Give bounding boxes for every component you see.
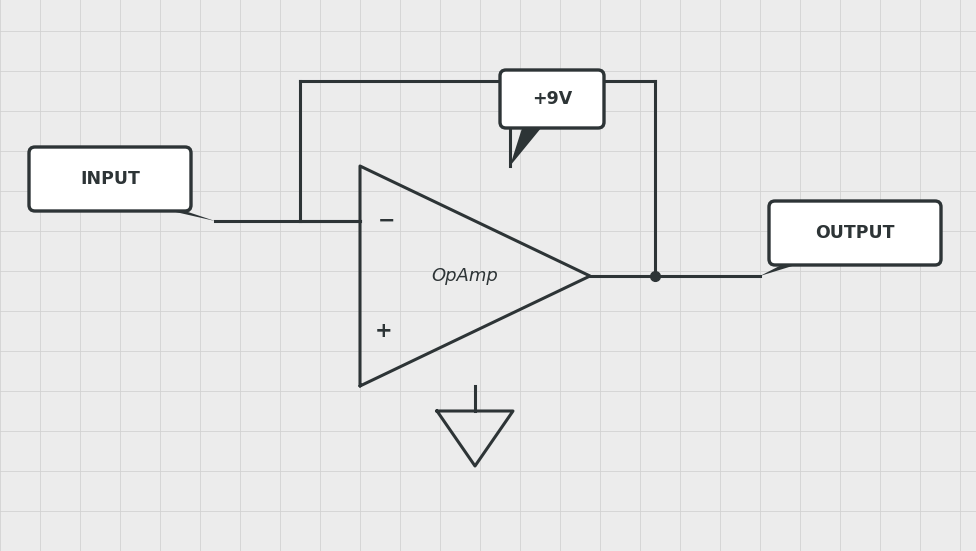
Text: INPUT: INPUT <box>80 170 140 188</box>
FancyBboxPatch shape <box>500 70 604 128</box>
Text: OUTPUT: OUTPUT <box>815 224 895 242</box>
Text: +9V: +9V <box>532 90 572 108</box>
Text: OpAmp: OpAmp <box>431 267 499 285</box>
Polygon shape <box>760 259 815 276</box>
Text: −: − <box>378 211 395 231</box>
FancyBboxPatch shape <box>769 201 941 265</box>
Polygon shape <box>510 122 546 166</box>
FancyBboxPatch shape <box>29 147 191 211</box>
Polygon shape <box>145 205 215 221</box>
Text: +: + <box>375 321 392 341</box>
